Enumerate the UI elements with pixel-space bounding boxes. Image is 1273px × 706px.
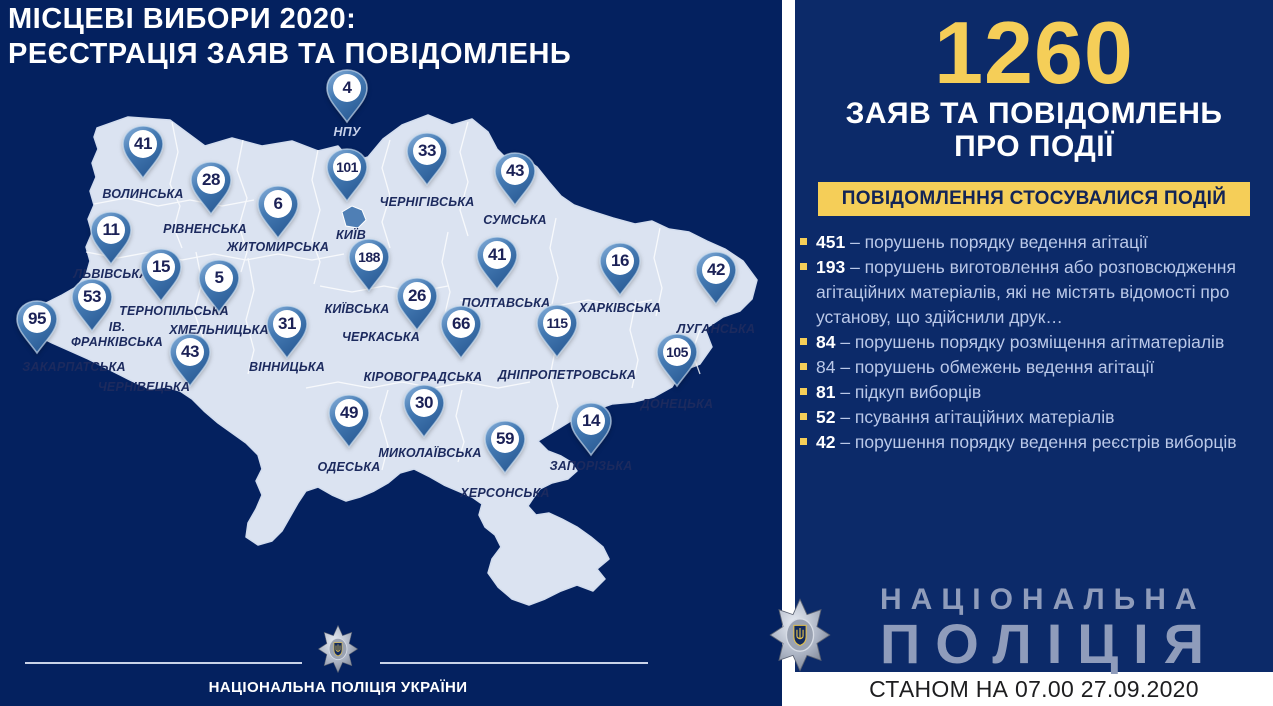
kyiv-city-shape xyxy=(341,205,367,229)
pin-value: 41 xyxy=(134,134,152,153)
pin-value: 43 xyxy=(181,342,199,361)
stat-value: 81 xyxy=(816,382,836,402)
stat-text: 84 – порушень обмежень ведення агітації xyxy=(816,357,1155,377)
bullet-icon xyxy=(800,438,807,445)
stat-text: 52 – псування агітаційних матеріалів xyxy=(816,407,1115,427)
pin-value: 31 xyxy=(278,314,296,333)
footer-divider-left xyxy=(25,662,302,664)
pin-region-label: ВІННИЦЬКА xyxy=(248,360,326,374)
pin-region-label: ВОЛИНСЬКА xyxy=(102,187,184,201)
stat-value: 193 xyxy=(816,257,846,277)
pin-region-label: ЧЕРНІГІВСЬКА xyxy=(379,195,475,209)
pin-value: 6 xyxy=(273,194,283,213)
pin-region-label: МИКОЛАЇВСЬКА xyxy=(378,446,482,460)
pin-value: 188 xyxy=(358,249,380,265)
section-header-badge: ПОВІДОМЛЕННЯ СТОСУВАЛИСЯ ПОДІЙ xyxy=(818,182,1250,216)
pin-value: 28 xyxy=(202,170,220,189)
stat-text: 84 – порушень порядку розміщення агітмат… xyxy=(816,332,1225,352)
pin-region-label: ІВ. ФРАНКІВСЬКА xyxy=(70,320,164,349)
stat-value: 42 xyxy=(816,432,836,452)
pin-value: 42 xyxy=(707,260,725,279)
police-badge-icon xyxy=(317,625,359,673)
timestamp-text: СТАНОМ НА 07.00 27.09.2020 xyxy=(869,675,1199,702)
pin-value: 66 xyxy=(452,314,470,333)
pin-region-label: ЧЕРКАСЬКА xyxy=(341,330,421,344)
location-pin-icon xyxy=(326,69,368,124)
bullet-icon xyxy=(800,263,807,270)
stats-list: 451 – порушень порядку ведення агітації 1… xyxy=(800,230,1262,455)
pin-value: 14 xyxy=(582,411,600,430)
pin-region-label: ДОНЕЦЬКА xyxy=(640,397,714,411)
bullet-icon xyxy=(800,388,807,395)
stat-item: 52 – псування агітаційних матеріалів xyxy=(800,405,1262,430)
total-caption: ЗАЯВ ТА ПОВІДОМЛЕНЬ ПРО ПОДІЇ xyxy=(845,97,1223,163)
pin-value: 95 xyxy=(28,309,46,328)
pin-value: 43 xyxy=(506,161,524,180)
bullet-icon xyxy=(800,338,807,345)
pin-value: 115 xyxy=(546,315,568,331)
pin-value: 4 xyxy=(342,78,352,97)
pin-value: 5 xyxy=(214,268,224,287)
pin-region-label: ХАРКІВСЬКА xyxy=(578,301,662,315)
stat-item: 451 – порушень порядку ведення агітації xyxy=(800,230,1262,255)
pin-value: 105 xyxy=(666,344,688,360)
pin-value: 49 xyxy=(340,403,358,422)
stat-value: 451 xyxy=(816,232,846,252)
stat-item: 193 – порушень виготовлення або розповсю… xyxy=(800,255,1262,330)
bullet-icon xyxy=(800,363,807,370)
stat-text: 451 – порушень порядку ведення агітації xyxy=(816,232,1148,252)
brand-line2: ПОЛІЦІЯ xyxy=(880,612,1219,675)
pin-value: 101 xyxy=(336,159,358,175)
stat-value: 84 xyxy=(816,357,836,377)
bullet-icon xyxy=(800,238,807,245)
pin-region-label: ХЕРСОНСЬКА xyxy=(460,486,550,500)
pin-value: 30 xyxy=(415,393,433,412)
pin-value: 16 xyxy=(611,251,629,270)
pin-region-label: ДНІПРОПЕТРОВСЬКА xyxy=(497,368,637,382)
pin-region-label: ЧЕРНІВЕЦЬКА xyxy=(97,380,191,394)
pin-value: 53 xyxy=(83,287,101,306)
pin-value: 15 xyxy=(152,257,170,276)
stat-item: 42 – порушення порядку ведення реєстрів … xyxy=(800,430,1262,455)
pin-value: 33 xyxy=(418,141,436,160)
page-title: МІСЦЕВІ ВИБОРИ 2020: РЕЄСТРАЦІЯ ЗАЯВ ТА П… xyxy=(8,3,572,70)
pin-region-label: ЖИТОМИРСЬКА xyxy=(226,240,330,254)
pin-value: 26 xyxy=(408,286,426,305)
timestamp-bar: СТАНОМ НА 07.00 27.09.2020 xyxy=(795,672,1273,706)
footer-caption: НАЦІОНАЛЬНА ПОЛІЦІЯ УКРАЇНИ xyxy=(208,679,468,696)
stats-panel: 1260 ЗАЯВ ТА ПОВІДОМЛЕНЬ ПРО ПОДІЇ ПОВІДО… xyxy=(769,0,1273,706)
map-panel: МІСЦЕВІ ВИБОРИ 2020: РЕЄСТРАЦІЯ ЗАЯВ ТА П… xyxy=(8,3,758,696)
pin-value: 59 xyxy=(496,429,514,448)
stat-text: 81 – підкуп виборців xyxy=(816,382,982,402)
stat-text: 42 – порушення порядку ведення реєстрів … xyxy=(816,432,1237,452)
brand-wordmark: НАЦІОНАЛЬНА ПОЛІЦІЯ xyxy=(880,584,1219,672)
total-count: 1260 xyxy=(934,3,1134,102)
panel-divider xyxy=(782,0,795,706)
pin-region-label: СУМСЬКА xyxy=(483,213,547,227)
pin-value: 11 xyxy=(102,220,120,239)
stat-value: 84 xyxy=(816,332,836,352)
pin-value: 41 xyxy=(488,245,506,264)
pin-region-label: ЗАКАРПАТСЬКА xyxy=(22,360,126,374)
stat-text: 193 – порушень виготовлення або розповсю… xyxy=(816,257,1236,327)
pin-region-label: РІВНЕНСЬКА xyxy=(163,222,247,236)
brand-line1: НАЦІОНАЛЬНА xyxy=(880,583,1206,616)
stat-item: 81 – підкуп виборців xyxy=(800,380,1262,405)
pin-region-label: НПУ xyxy=(333,125,361,139)
bullet-icon xyxy=(800,413,807,420)
police-badge-icon-large xyxy=(769,598,831,672)
stat-item: 84 – порушень порядку розміщення агітмат… xyxy=(800,330,1262,355)
stat-item: 84 – порушень обмежень ведення агітації xyxy=(800,355,1262,380)
pin-region-label: ОДЕСЬКА xyxy=(317,460,381,474)
stat-value: 52 xyxy=(816,407,836,427)
pin-region-label: ЗАПОРІЗЬКА xyxy=(549,459,633,473)
footer-divider-right xyxy=(380,662,648,664)
pin-region-label: КИЇВСЬКА xyxy=(324,302,390,316)
